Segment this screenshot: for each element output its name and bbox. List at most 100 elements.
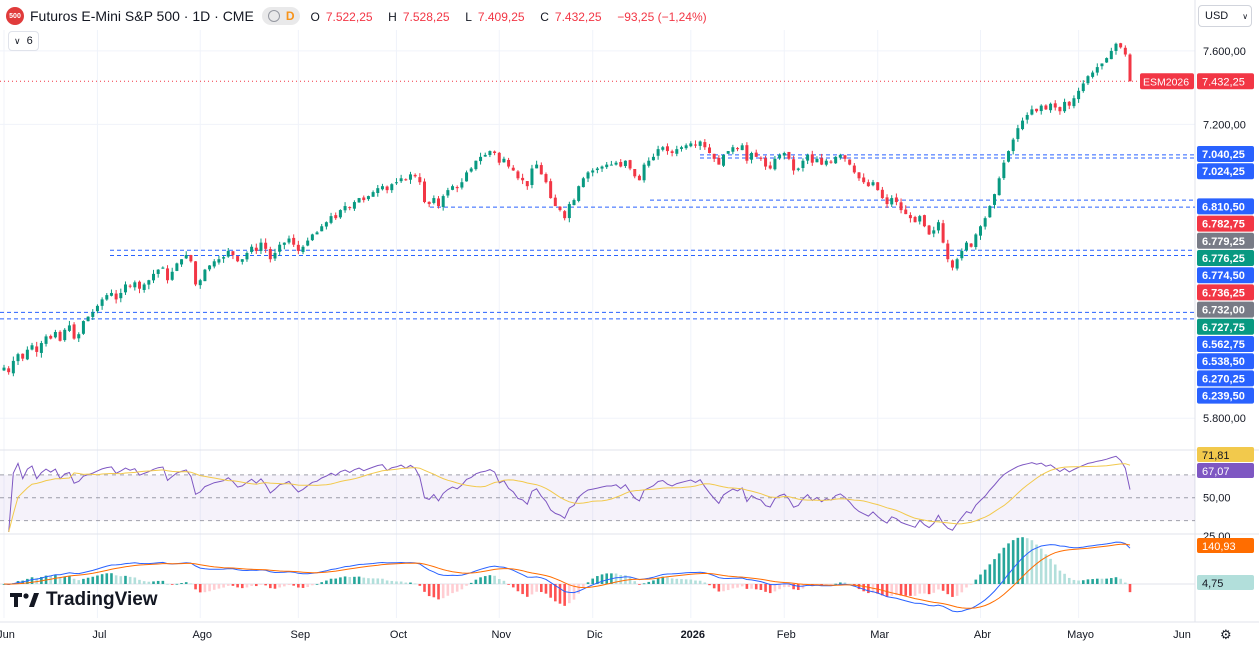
candle-body [105, 295, 109, 300]
candle-body [338, 210, 342, 218]
candle-body [736, 148, 740, 150]
candle-body [605, 164, 609, 168]
macd-histogram-bar [582, 584, 585, 588]
candle-body [362, 197, 366, 201]
candle-body [974, 234, 978, 248]
candle-body [240, 259, 244, 262]
candle-body [217, 259, 221, 263]
macd-histogram-bar [54, 575, 57, 584]
candle-body [380, 186, 384, 190]
price-label: 6.782,75 [1202, 219, 1245, 231]
macd-histogram-bar [773, 584, 777, 592]
tradingview-brand: TradingView [46, 589, 158, 610]
tradingview-watermark[interactable]: TradingView [10, 589, 158, 611]
indicators-toggle[interactable]: ∨ 6 [8, 31, 39, 51]
candle-body [329, 216, 333, 223]
candle-body [95, 305, 99, 312]
candle-body [768, 165, 772, 169]
macd-histogram-bar [460, 584, 464, 590]
candle-body [119, 292, 123, 299]
macd-histogram-bar [502, 580, 506, 584]
candle-body [516, 171, 520, 179]
candle-body [25, 349, 29, 360]
macd-histogram-bar [1105, 578, 1108, 584]
macd-histogram-bar [390, 580, 394, 584]
candle-body [665, 146, 669, 152]
candle-body [726, 151, 730, 154]
candle-body [773, 158, 777, 170]
candle-body [231, 251, 235, 256]
macd-histogram-bar [642, 583, 646, 585]
macd-histogram-bar [596, 576, 599, 584]
grid [0, 0, 1259, 623]
macd-histogram-bar [418, 584, 422, 586]
candle-body [385, 186, 389, 191]
candle-body [469, 168, 473, 172]
price-label: 6.810,50 [1202, 201, 1245, 213]
price-tick-label: 5.800,00 [1203, 413, 1246, 425]
candle-body [778, 154, 782, 159]
macd-histogram-bar [222, 584, 225, 588]
candle-body [544, 174, 548, 183]
candle-body [1007, 151, 1011, 162]
visibility-pill[interactable]: D [261, 7, 301, 25]
macd-histogram-bar [521, 584, 524, 595]
candle-body [703, 142, 707, 148]
macd-histogram-bar [423, 584, 426, 592]
macd-histogram-bar [507, 584, 510, 585]
candle-body [170, 271, 174, 280]
time-tick-label: Jun [0, 629, 15, 641]
macd-histogram-bar [600, 574, 604, 584]
macd-histogram-bar [432, 584, 436, 598]
macd-histogram-bar [128, 576, 132, 584]
candle-body [586, 172, 590, 179]
candle-body [609, 164, 613, 166]
macd-histogram-bar [1058, 570, 1062, 584]
candle-body [782, 152, 786, 156]
macd-histogram-bar [82, 578, 85, 584]
macd-histogram-bar [923, 584, 926, 594]
candle-body [44, 336, 48, 344]
candle-body [553, 197, 557, 207]
macd-histogram-bar [1002, 547, 1006, 584]
macd-histogram-bar [619, 575, 623, 584]
gear-icon[interactable]: ⚙ [1220, 627, 1232, 642]
macd-histogram-bar [568, 584, 571, 604]
macd-histogram-bar [124, 575, 127, 584]
price-label: 6.732,00 [1202, 305, 1245, 317]
price-label: 7.040,25 [1202, 149, 1245, 161]
macd-histogram-bar [726, 584, 730, 591]
candle-body [67, 325, 71, 331]
macd-histogram-bar [937, 584, 940, 590]
macd-histogram-bar [974, 579, 978, 584]
candle-body [86, 316, 90, 322]
macd-histogram-bar [175, 583, 179, 585]
currency-button[interactable]: USD ∨ [1198, 5, 1252, 27]
eye-icon[interactable] [267, 10, 280, 22]
macd-histogram-bar [857, 584, 861, 590]
low-value: L 7.409,25 [465, 9, 525, 24]
candle-body [63, 329, 67, 341]
candle-body [922, 215, 926, 227]
macd-histogram-bar [778, 584, 781, 590]
candle-body [212, 261, 216, 267]
candle-body [619, 162, 623, 167]
macd-histogram-bar [245, 584, 249, 588]
macd-histogram-bar [441, 584, 445, 599]
symbol-title[interactable]: Futuros E-Mini S&P 500 · 1D · CME [30, 8, 254, 24]
candle-body [488, 151, 492, 156]
macd-histogram-bar [301, 584, 305, 588]
last-price-label: 7.432,25 [1202, 76, 1245, 88]
macd-histogram-bar [965, 584, 968, 588]
candle-body [651, 156, 655, 161]
macd-histogram-bar [586, 582, 590, 584]
macd-histogram-bar [680, 579, 683, 584]
macd-histogram-bar [834, 583, 837, 585]
macd-histogram-bar [226, 584, 230, 586]
candle-body [53, 331, 57, 338]
macd-histogram-bar [796, 584, 800, 591]
candle-body [722, 154, 726, 166]
price-label: 7.024,25 [1202, 166, 1245, 178]
macd-histogram-bar [306, 584, 309, 588]
candle-body [282, 242, 286, 245]
